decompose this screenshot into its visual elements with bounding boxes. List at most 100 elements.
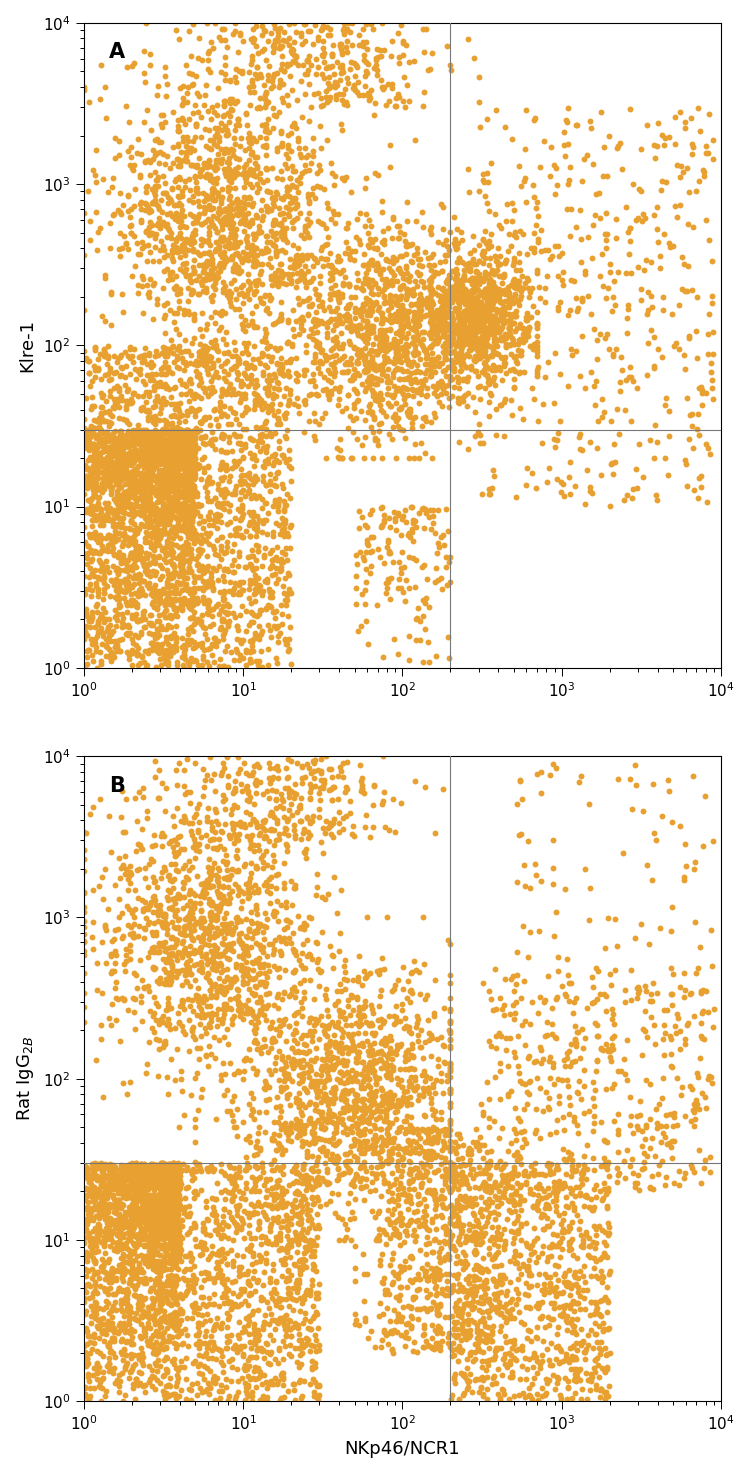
Point	[404, 1170, 416, 1193]
Point	[80, 1273, 92, 1296]
Point	[484, 1202, 496, 1226]
Point	[560, 1293, 572, 1317]
Point	[460, 1255, 472, 1279]
Point	[164, 1173, 176, 1196]
Point	[145, 630, 157, 654]
Point	[245, 851, 257, 875]
Point	[651, 1111, 663, 1134]
Point	[341, 1149, 353, 1173]
Point	[194, 243, 206, 267]
Point	[129, 1155, 141, 1178]
Point	[392, 407, 404, 430]
Point	[148, 452, 160, 476]
Point	[432, 1187, 444, 1211]
Point	[81, 436, 93, 460]
Point	[518, 1252, 530, 1276]
Point	[207, 949, 219, 972]
Point	[175, 404, 187, 427]
Point	[471, 1227, 483, 1251]
Point	[105, 429, 117, 452]
Point	[549, 342, 561, 365]
Point	[222, 601, 234, 625]
Point	[219, 1187, 231, 1211]
Point	[118, 449, 130, 473]
Point	[479, 323, 491, 346]
Point	[188, 461, 200, 485]
Point	[84, 228, 96, 252]
Point	[158, 1208, 170, 1231]
Point	[344, 247, 355, 271]
Point	[159, 436, 171, 460]
Point	[676, 245, 688, 268]
Point	[235, 1186, 247, 1209]
Point	[86, 1184, 98, 1208]
Point	[420, 586, 432, 610]
Point	[367, 230, 379, 253]
Point	[281, 909, 293, 932]
Point	[548, 427, 560, 451]
Point	[103, 523, 115, 546]
Point	[157, 915, 169, 938]
Point	[146, 442, 158, 465]
Point	[191, 576, 203, 600]
Point	[513, 361, 525, 384]
Point	[144, 1224, 156, 1248]
Point	[501, 1308, 513, 1332]
Point	[326, 337, 338, 361]
Point	[231, 826, 243, 850]
Point	[382, 376, 394, 399]
Point	[506, 1298, 518, 1321]
Point	[333, 336, 345, 359]
Point	[410, 514, 422, 538]
Point	[573, 1358, 585, 1382]
Point	[130, 555, 142, 579]
Point	[566, 1321, 578, 1345]
Point	[95, 421, 107, 445]
Point	[295, 1336, 307, 1360]
Point	[431, 1302, 443, 1326]
Point	[262, 959, 274, 982]
Point	[289, 1018, 301, 1041]
Point	[116, 356, 128, 380]
Point	[301, 1178, 313, 1202]
Point	[502, 278, 514, 302]
Point	[170, 1209, 182, 1233]
Point	[383, 249, 395, 273]
Point	[217, 654, 229, 678]
Point	[214, 1159, 226, 1183]
Point	[476, 343, 488, 367]
Point	[273, 1337, 285, 1361]
Point	[142, 912, 154, 935]
Point	[242, 1355, 254, 1379]
Point	[518, 137, 530, 161]
Point	[298, 362, 310, 386]
Point	[512, 1162, 524, 1186]
Point	[169, 1218, 181, 1242]
Point	[244, 1346, 256, 1370]
Point	[94, 1184, 106, 1208]
Point	[104, 638, 116, 661]
Point	[104, 446, 116, 470]
Point	[383, 507, 395, 530]
Point	[449, 1252, 461, 1276]
Point	[176, 572, 188, 595]
Point	[692, 956, 703, 980]
Point	[196, 302, 208, 326]
Point	[383, 1115, 395, 1139]
Point	[209, 265, 221, 289]
Point	[78, 894, 90, 918]
Point	[432, 1122, 444, 1146]
Point	[354, 1134, 366, 1158]
Point	[116, 579, 128, 602]
Point	[314, 349, 326, 373]
Point	[280, 909, 292, 932]
Point	[83, 424, 95, 448]
Point	[400, 1109, 412, 1133]
Point	[651, 981, 663, 1005]
Point	[185, 435, 197, 458]
Point	[142, 464, 154, 488]
Point	[110, 426, 122, 449]
Point	[519, 1072, 531, 1096]
Point	[128, 1333, 140, 1357]
Point	[529, 1121, 541, 1145]
